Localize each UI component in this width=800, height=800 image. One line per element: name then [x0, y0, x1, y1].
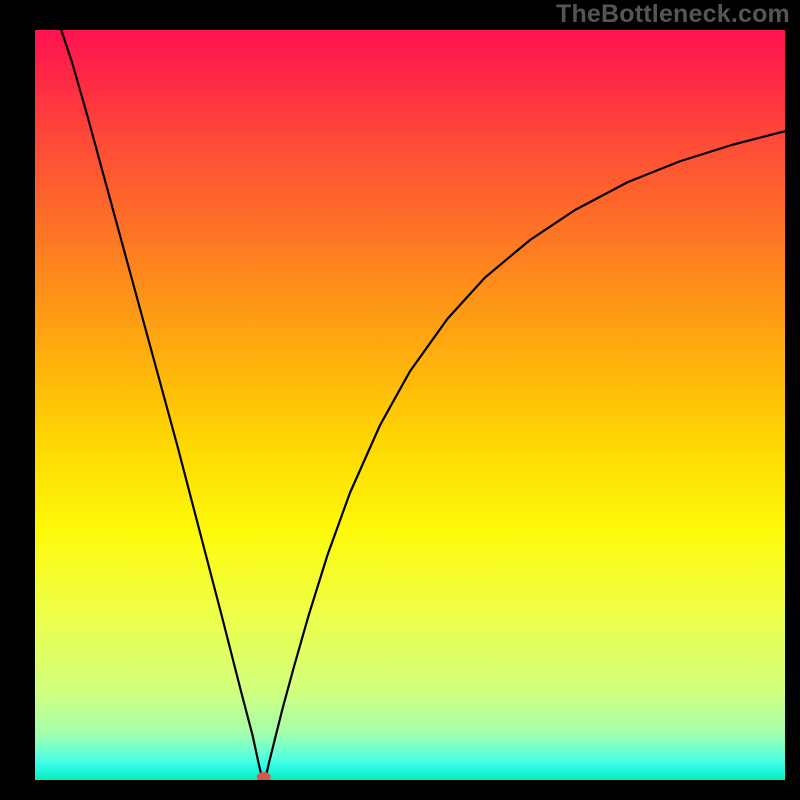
watermark-text: TheBottleneck.com [556, 0, 790, 29]
chart-container: TheBottleneck.com [0, 0, 800, 800]
plot-background [35, 30, 785, 780]
bottleneck-curve-chart [35, 30, 785, 780]
